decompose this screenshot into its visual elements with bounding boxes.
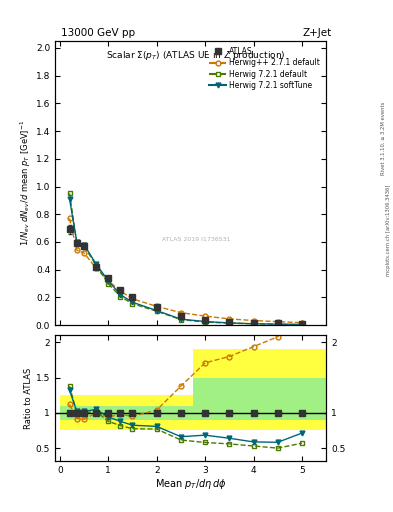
Text: Rivet 3.1.10, ≥ 3.2M events: Rivet 3.1.10, ≥ 3.2M events xyxy=(381,101,386,175)
Y-axis label: $1/N_{ev}$ $dN_{ev}/d$ mean $p_T$ [GeV]$^{-1}$: $1/N_{ev}$ $dN_{ev}/d$ mean $p_T$ [GeV]$… xyxy=(18,120,33,246)
Y-axis label: Ratio to ATLAS: Ratio to ATLAS xyxy=(24,368,33,429)
Text: Z+Jet: Z+Jet xyxy=(303,28,332,38)
Legend: ATLAS, Herwig++ 2.7.1 default, Herwig 7.2.1 default, Herwig 7.2.1 softTune: ATLAS, Herwig++ 2.7.1 default, Herwig 7.… xyxy=(207,45,322,92)
Text: Scalar $\Sigma(p_T)$ (ATLAS UE in Z production): Scalar $\Sigma(p_T)$ (ATLAS UE in Z prod… xyxy=(106,50,286,62)
Text: 13000 GeV pp: 13000 GeV pp xyxy=(61,28,135,38)
Text: mcplots.cern.ch [arXiv:1306.3436]: mcplots.cern.ch [arXiv:1306.3436] xyxy=(386,185,391,276)
X-axis label: Mean $p_T/d\eta\,d\phi$: Mean $p_T/d\eta\,d\phi$ xyxy=(155,477,226,492)
Text: ATLAS 2019 I1736531: ATLAS 2019 I1736531 xyxy=(162,238,230,242)
